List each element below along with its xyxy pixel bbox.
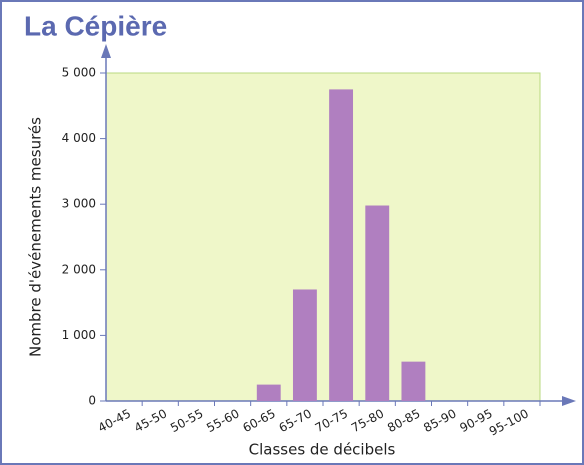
x-tick-label: 60-65	[240, 406, 277, 435]
bar	[365, 205, 390, 401]
y-tick-label: 4 000	[62, 131, 96, 145]
bar	[329, 89, 354, 402]
x-tick-label: 40-45	[96, 406, 133, 435]
y-tick-label: 1 000	[62, 328, 96, 342]
plot-area	[105, 72, 541, 402]
x-tick-label: 45-50	[132, 406, 169, 435]
x-axis-label: Classes de décibels	[249, 441, 396, 459]
x-tick-label: 80-85	[385, 406, 422, 435]
bar	[256, 384, 281, 401]
bar	[401, 361, 426, 401]
y-tick-label: 2 000	[62, 262, 96, 276]
y-tick-label: 0	[88, 394, 96, 408]
bar	[292, 289, 317, 401]
x-tick-label: 70-75	[313, 406, 350, 435]
y-arrow	[101, 44, 111, 58]
x-tick-label: 95-100	[487, 406, 531, 438]
x-tick-label: 55-60	[204, 406, 241, 435]
x-tick-label: 65-70	[277, 406, 314, 435]
x-tick-label: 75-80	[349, 406, 386, 435]
y-axis-label: Nombre d'événements mesurés	[27, 117, 45, 357]
chart-title: La Cépière	[24, 10, 167, 41]
y-tick-label: 5 000	[62, 66, 96, 80]
x-arrow	[562, 396, 576, 406]
x-tick-label: 50-55	[168, 406, 205, 435]
y-tick-label: 3 000	[62, 197, 96, 211]
x-tick-label: 85-90	[421, 406, 458, 435]
